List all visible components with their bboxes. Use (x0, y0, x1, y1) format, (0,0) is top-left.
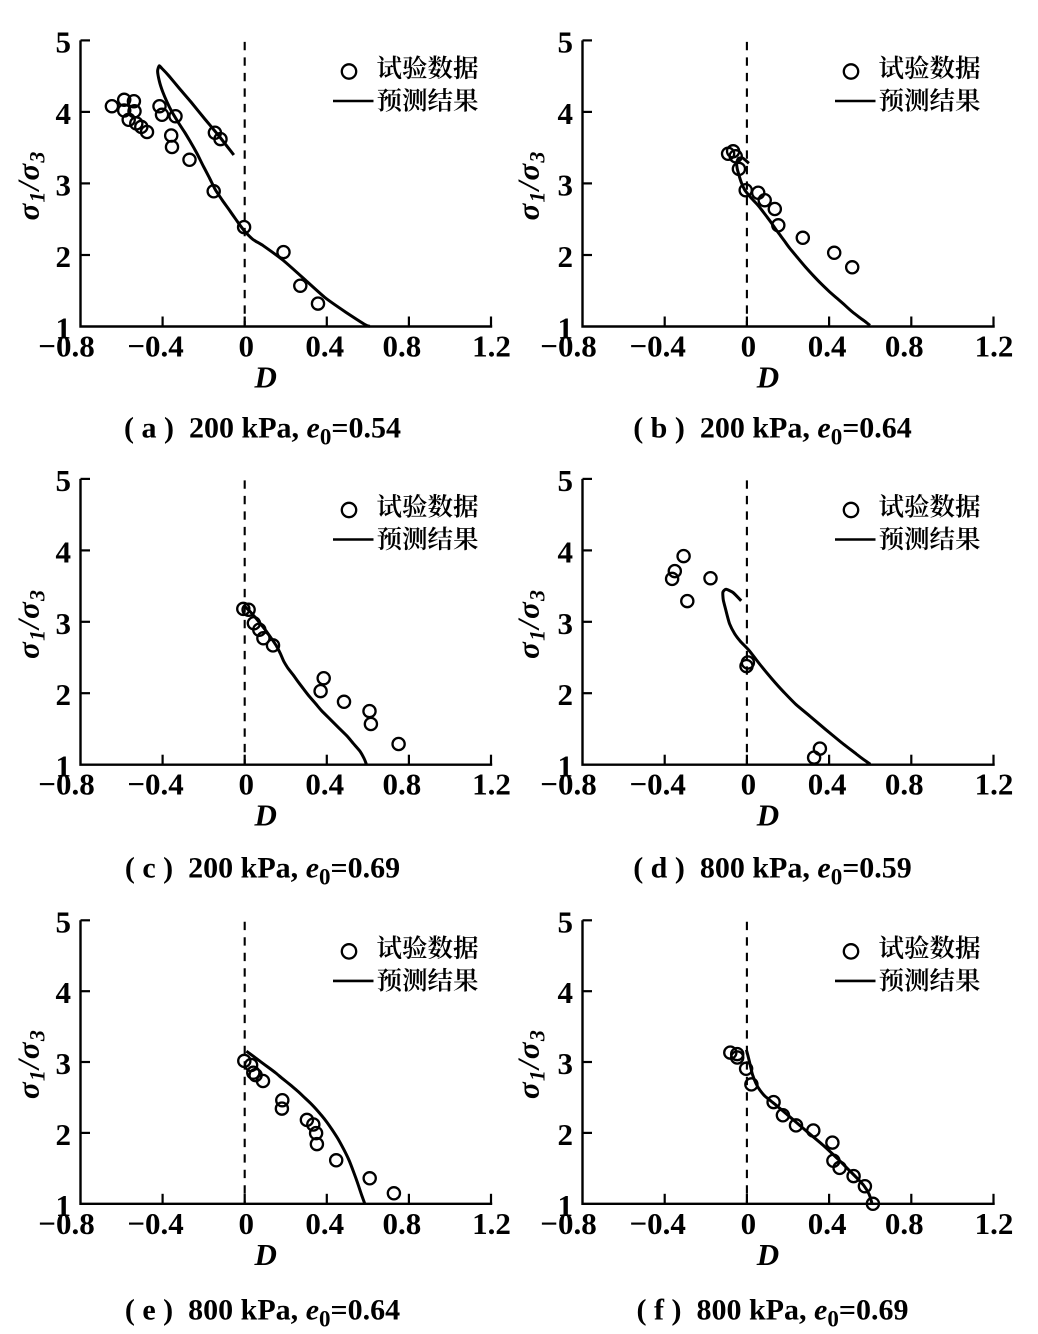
svg-text:1: 1 (558, 749, 574, 784)
svg-text:−0.8: −0.8 (540, 767, 596, 802)
svg-text:( f ) 800 kPa, e0=0.69: ( f ) 800 kPa, e0=0.69 (637, 1294, 909, 1332)
svg-text:σ1/σ3: σ1/σ3 (511, 589, 550, 659)
svg-text:5: 5 (56, 463, 72, 498)
svg-text:−0.4: −0.4 (629, 1206, 685, 1241)
svg-text:1: 1 (558, 1188, 574, 1223)
svg-text:1.2: 1.2 (975, 1206, 1014, 1241)
svg-text:4: 4 (558, 975, 574, 1010)
svg-text:−0.4: −0.4 (127, 329, 183, 364)
svg-text:−0.8: −0.8 (38, 1206, 94, 1241)
svg-text:2: 2 (558, 1117, 574, 1152)
svg-text:5: 5 (558, 463, 574, 498)
svg-text:0.4: 0.4 (808, 767, 847, 802)
svg-text:0.8: 0.8 (885, 767, 924, 802)
svg-text:0.4: 0.4 (305, 767, 344, 802)
svg-text:4: 4 (56, 534, 72, 569)
svg-text:1: 1 (56, 749, 72, 784)
svg-text:0: 0 (741, 1206, 757, 1241)
svg-text:4: 4 (56, 975, 72, 1010)
svg-text:1: 1 (558, 311, 574, 346)
svg-text:−0.8: −0.8 (540, 1206, 596, 1241)
svg-text:3: 3 (558, 606, 574, 641)
svg-text:−0.4: −0.4 (629, 767, 685, 802)
svg-text:−0.4: −0.4 (127, 767, 183, 802)
svg-text:1.2: 1.2 (975, 329, 1014, 364)
svg-text:0.8: 0.8 (885, 1206, 924, 1241)
svg-text:1.2: 1.2 (472, 1206, 511, 1241)
svg-text:1.2: 1.2 (472, 329, 511, 364)
svg-text:D: D (756, 798, 779, 833)
svg-text:1.2: 1.2 (975, 767, 1014, 802)
svg-text:( b ) 200 kPa, e0=0.64: ( b ) 200 kPa, e0=0.64 (633, 412, 912, 450)
svg-text:4: 4 (558, 534, 574, 569)
svg-text:σ1/σ3: σ1/σ3 (11, 150, 50, 220)
svg-text:5: 5 (56, 904, 72, 939)
svg-text:D: D (756, 1237, 779, 1272)
svg-text:0.4: 0.4 (808, 1206, 847, 1241)
svg-text:1: 1 (56, 1188, 72, 1223)
svg-text:5: 5 (558, 904, 574, 939)
svg-text:0: 0 (238, 329, 254, 364)
svg-text:−0.4: −0.4 (127, 1206, 183, 1241)
svg-text:3: 3 (56, 606, 72, 641)
svg-text:0.8: 0.8 (383, 767, 422, 802)
svg-text:1: 1 (56, 311, 72, 346)
svg-text:2: 2 (558, 677, 574, 712)
svg-text:σ1/σ3: σ1/σ3 (511, 1029, 550, 1099)
svg-text:0.4: 0.4 (305, 1206, 344, 1241)
svg-text:4: 4 (56, 96, 72, 131)
svg-text:0.8: 0.8 (383, 1206, 422, 1241)
svg-text:0: 0 (238, 767, 254, 802)
svg-text:3: 3 (56, 167, 72, 202)
svg-text:0.8: 0.8 (885, 329, 924, 364)
svg-text:1.2: 1.2 (472, 767, 511, 802)
svg-text:σ1/σ3: σ1/σ3 (11, 1029, 50, 1099)
svg-text:−0.8: −0.8 (540, 329, 596, 364)
svg-text:3: 3 (56, 1046, 72, 1081)
svg-text:0.8: 0.8 (383, 329, 422, 364)
svg-text:0.4: 0.4 (808, 329, 847, 364)
svg-text:2: 2 (56, 677, 72, 712)
svg-text:3: 3 (558, 1046, 574, 1081)
svg-text:−0.8: −0.8 (38, 329, 94, 364)
svg-text:2: 2 (56, 239, 72, 274)
svg-text:5: 5 (558, 24, 574, 59)
svg-text:0: 0 (741, 767, 757, 802)
svg-text:D: D (254, 798, 277, 833)
svg-text:5: 5 (56, 24, 72, 59)
svg-text:D: D (756, 360, 779, 395)
svg-text:D: D (254, 360, 277, 395)
svg-text:3: 3 (558, 167, 574, 202)
svg-text:0: 0 (238, 1206, 254, 1241)
svg-text:−0.8: −0.8 (38, 767, 94, 802)
svg-text:−0.4: −0.4 (629, 329, 685, 364)
svg-text:( e ) 800 kPa, e0=0.64: ( e ) 800 kPa, e0=0.64 (125, 1294, 400, 1332)
svg-text:( d ) 800 kPa, e0=0.59: ( d ) 800 kPa, e0=0.59 (633, 852, 912, 890)
svg-text:( c ) 200 kPa, e0=0.69: ( c ) 200 kPa, e0=0.69 (125, 852, 400, 890)
svg-text:2: 2 (558, 239, 574, 274)
svg-text:2: 2 (56, 1117, 72, 1152)
svg-text:0.4: 0.4 (305, 329, 344, 364)
svg-text:0: 0 (741, 329, 757, 364)
svg-text:D: D (254, 1237, 277, 1272)
svg-text:( a ) 200 kPa, e0=0.54: ( a ) 200 kPa, e0=0.54 (124, 412, 401, 450)
svg-text:4: 4 (558, 96, 574, 131)
